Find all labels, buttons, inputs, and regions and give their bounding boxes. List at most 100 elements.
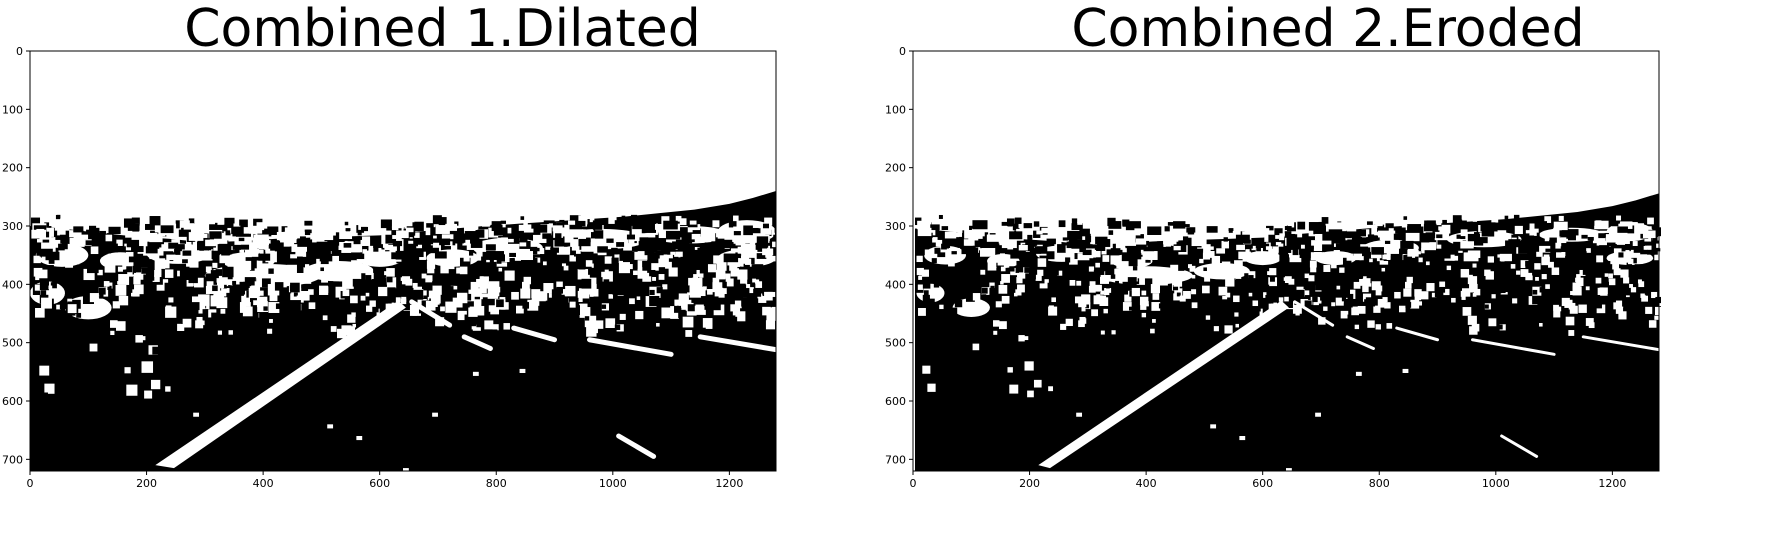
- mask-speckle: [1548, 261, 1554, 268]
- mask-speckle: [321, 275, 329, 283]
- mask-speckle: [1310, 252, 1325, 261]
- mask-speckle: [752, 228, 761, 234]
- mask-speckle: [616, 242, 625, 247]
- mask-speckle: [990, 285, 995, 290]
- mask-speckle: [1171, 235, 1179, 242]
- mask-speckle: [1352, 236, 1363, 243]
- mask-speckle: [1647, 249, 1656, 255]
- mask-speckle: [1164, 240, 1174, 246]
- mask-speckle: [584, 316, 590, 321]
- mask-speckle: [1036, 360, 1041, 365]
- mask-speckle: [550, 247, 559, 253]
- mask-speckle: [430, 247, 439, 254]
- mask-speckle: [205, 273, 217, 285]
- mask-speckle: [265, 248, 271, 252]
- mask-speckle: [618, 277, 626, 285]
- mask-speckle: [1260, 277, 1269, 285]
- mask-speckle: [114, 258, 120, 264]
- mask-speckle: [385, 277, 397, 289]
- mask-speckle: [1450, 289, 1458, 297]
- mask-speckle: [920, 342, 929, 350]
- mask-speckle: [285, 268, 291, 273]
- mask-speckle: [403, 243, 417, 252]
- mask-speckle: [430, 227, 439, 236]
- mask-speckle: [1213, 326, 1219, 332]
- mask-speckle: [338, 261, 350, 273]
- mask-speckle: [1248, 275, 1254, 281]
- mask-speckle: [493, 242, 506, 255]
- mask-speckle: [689, 220, 697, 225]
- mask-speckle: [135, 335, 143, 343]
- mask-speckle: [1405, 281, 1412, 289]
- mask-speckle: [1491, 215, 1499, 223]
- mask-speckle: [1057, 244, 1066, 253]
- mask-speckle: [621, 215, 626, 220]
- mask-speckle: [1351, 219, 1360, 228]
- mask-speckle: [1105, 265, 1115, 275]
- mask-speckle: [1532, 269, 1538, 276]
- mask-speckle: [1288, 278, 1295, 285]
- mask-speckle: [152, 274, 160, 282]
- mask-speckle: [1248, 283, 1256, 291]
- mask-speckle: [103, 281, 110, 287]
- mask-speckle: [1426, 283, 1435, 292]
- mask-speckle: [1159, 249, 1164, 254]
- mask-speckle: [972, 220, 988, 230]
- mask-speckle: [1318, 317, 1326, 325]
- mask-speckle: [1047, 282, 1056, 291]
- mask-speckle: [42, 392, 48, 399]
- mask-speckle: [1013, 303, 1018, 308]
- mask-speckle: [627, 264, 633, 270]
- mask-speckle: [153, 360, 158, 366]
- mask-speckle: [945, 259, 950, 265]
- mask-speckle: [89, 293, 99, 303]
- mask-speckle: [520, 288, 531, 299]
- y-tick-label: 600: [885, 395, 906, 408]
- mask-speckle: [1259, 228, 1270, 234]
- mask-speckle: [1218, 286, 1228, 296]
- mask-speckle: [1513, 214, 1520, 221]
- mask-speckle: [694, 247, 700, 250]
- mask-speckle: [1550, 258, 1557, 264]
- mask-speckle: [440, 310, 445, 315]
- mask-speckle: [1544, 236, 1550, 242]
- mask-speckle: [1128, 272, 1138, 282]
- mask-speckle: [130, 292, 135, 297]
- mask-speckle: [1332, 274, 1339, 281]
- mask-speckle: [1353, 281, 1361, 289]
- mask-speckle: [432, 215, 442, 225]
- mask-speckle: [133, 277, 141, 285]
- mask-speckle: [194, 218, 200, 223]
- mask-speckle: [1639, 223, 1644, 228]
- mask-speckle: [632, 248, 638, 252]
- mask-speckle: [1170, 264, 1179, 273]
- mask-speckle: [116, 246, 126, 252]
- mask-speckle: [1110, 248, 1118, 253]
- mask-speckle: [1375, 221, 1383, 227]
- mask-speckle: [503, 323, 510, 330]
- mask-speckle: [1631, 222, 1638, 229]
- mask-speckle: [1176, 292, 1181, 297]
- mask-speckle: [1579, 269, 1586, 276]
- mask-speckle: [1158, 303, 1164, 309]
- mask-speckle: [569, 255, 574, 260]
- mask-speckle: [658, 256, 669, 268]
- mask-speckle: [1122, 237, 1137, 246]
- mask-speckle: [1160, 268, 1169, 277]
- mask-speckle: [464, 293, 472, 301]
- mask-speckle: [412, 282, 418, 288]
- mask-speckle: [635, 279, 641, 285]
- mask-speckle: [687, 291, 692, 296]
- mask-speckle: [1177, 309, 1186, 318]
- mask-speckle: [380, 219, 392, 231]
- mask-speckle: [211, 217, 217, 222]
- mask-speckle: [697, 247, 710, 255]
- mask-speckle: [542, 233, 552, 239]
- mask-speckle: [123, 218, 134, 228]
- mask-speckle: [681, 237, 693, 244]
- mask-speckle: [1224, 325, 1233, 334]
- mask-speckle: [1504, 215, 1509, 220]
- mask-speckle: [1591, 243, 1597, 247]
- mask-speckle: [554, 236, 565, 247]
- mask-speckle: [362, 249, 367, 254]
